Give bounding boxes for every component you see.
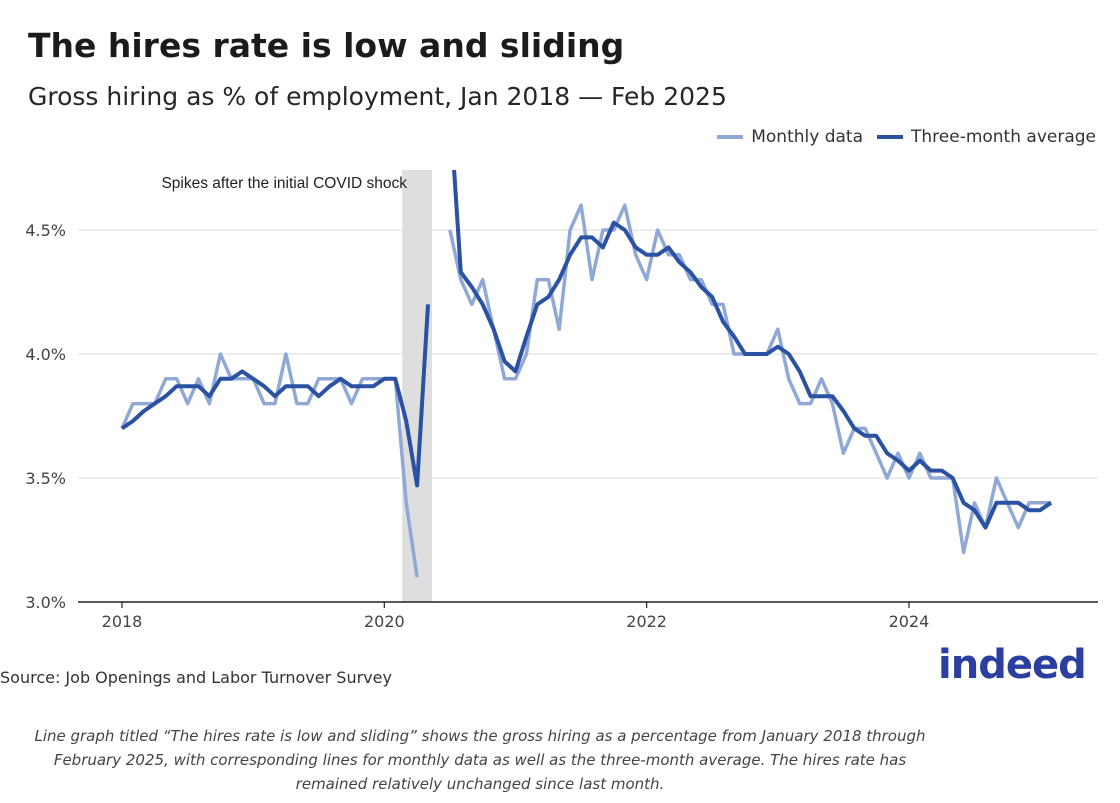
legend-item-average: Three-month average (877, 127, 1096, 147)
legend: Monthly data Three-month average (703, 127, 1096, 147)
line-chart: 3.0% 3.5% 4.0% 4.5% 2018 2020 2022 2024 Spikes a… (25, 170, 1098, 631)
x-tick-label: 2018 (102, 612, 143, 631)
annotation-covid: Spikes after the initial COVID shock (161, 175, 407, 192)
logo-text: indeed (938, 642, 1087, 688)
y-tick-label: 3.5% (25, 469, 66, 488)
y-tick-label: 4.5% (25, 221, 66, 240)
y-tick-label: 4.0% (25, 345, 66, 364)
legend-label-average: Three-month average (911, 127, 1096, 147)
x-tick-label: 2024 (889, 612, 930, 631)
source-note: Source: Job Openings and Labor Turnover … (0, 668, 392, 687)
x-tick-label: 2020 (364, 612, 405, 631)
chart-subtitle: Gross hiring as % of employment, Jan 201… (28, 82, 727, 111)
indeed-logo: indeed (938, 640, 1090, 690)
x-tick-label: 2022 (626, 612, 667, 631)
y-tick-label: 3.0% (25, 593, 66, 612)
legend-swatch-monthly (717, 135, 744, 139)
legend-label-monthly: Monthly data (751, 127, 863, 147)
covid-shaded-period (402, 170, 433, 602)
series-line-average (120, 170, 1053, 530)
legend-item-monthly: Monthly data (717, 127, 863, 147)
chart-caption: Line graph titled “The hires rate is low… (34, 727, 926, 793)
series-line-monthly (120, 203, 1051, 578)
legend-swatch-average (877, 135, 903, 139)
chart-title: The hires rate is low and sliding (28, 26, 625, 65)
